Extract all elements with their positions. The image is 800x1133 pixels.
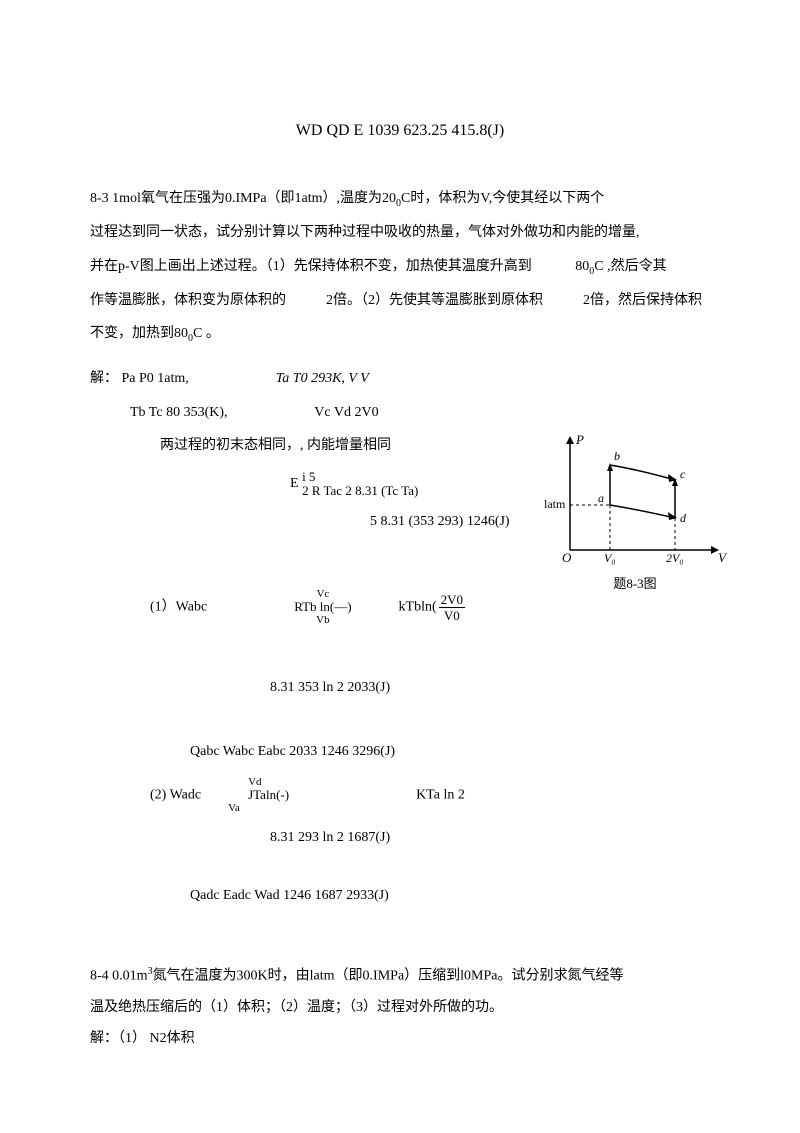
text: 氮气在温度为300K时，由latm（即0.IMPa）压缩到l0MPa。试分别求氮… [153, 969, 624, 984]
q-abc: Qabc Wabc Eabc 2033 1246 3296(J) [190, 742, 710, 762]
text: (1）Wabc [150, 599, 207, 614]
text: 2 R Tac 2 8.31 (Tc Ta) [302, 484, 418, 498]
text: C时，体积为V,今使其经以下两个 [401, 191, 604, 206]
problem-8-3: 8-3 1mol氧气在压强为0.IMPa（即1atm）,温度为200C时，体积为… [90, 182, 710, 351]
text: Ta T0 293K, V V [276, 371, 369, 386]
text: Tb Tc 80 353(K), [130, 405, 228, 420]
label-b: b [614, 449, 620, 463]
text: KTa ln 2 [416, 787, 465, 802]
text: RTb ln(—) [294, 600, 351, 614]
diagram-caption: 题8-3图 [540, 575, 730, 593]
label-p: P [575, 432, 584, 447]
equation-top: WD QD E 1039 623.25 415.8(J) [90, 120, 710, 142]
w-adc-calc: 8.31 293 ln 2 1687(J) [270, 828, 710, 848]
text: kTbln( [399, 599, 437, 614]
text: (2) Wadc [150, 787, 201, 802]
text: 并在p-V图上画出上述过程。（1）先保持体积不变，加热使其温度升高到 [90, 259, 532, 274]
problem-8-4: 8-4 0.01m3氮气在温度为300K时，由latm（即0.IMPa）压缩到l… [90, 961, 710, 1054]
document-page: WD QD E 1039 623.25 415.8(J) 8-3 1mol氧气在… [0, 0, 800, 1133]
text: Vb [294, 614, 351, 626]
label-2v0: 2V₀ [666, 551, 684, 565]
text: 8-3 1mol氧气在压强为0.IMPa（即1atm）,温度为20 [90, 191, 396, 206]
label-d: d [680, 511, 687, 525]
text: 解：（1） N2体积 [90, 1031, 195, 1046]
w-abc-calc: 8.31 353 ln 2 2033(J) [270, 678, 710, 698]
text: 8-4 0.01m [90, 969, 148, 984]
label-v: V [718, 550, 728, 565]
text: 2倍。（2）先使其等温膨胀到原体积 [326, 293, 543, 308]
label-latm: latm [544, 497, 566, 511]
text: 80 [575, 259, 589, 274]
text: 2倍，然后保持体积 [583, 293, 702, 308]
w-abc-line: (1）Wabc Vc RTb ln(—) Vb kTbln(2V0V0 [150, 588, 710, 626]
solution-line-2: Tb Tc 80 353(K), Vc Vd 2V0 [130, 403, 710, 423]
label-a: a [598, 491, 604, 505]
text: Vc Vd 2V0 [314, 405, 378, 420]
pv-diagram: P V O latm a b c d V₀ 2V₀ 题8-3图 [540, 430, 730, 593]
text: Vd [248, 776, 289, 788]
text: 解： Pa P0 1atm, [90, 371, 189, 386]
text: 过程达到同一状态，试分别计算以下两种过程中吸收的热量，气体对外做功和内能的增量, [90, 225, 640, 240]
text: Va [228, 802, 289, 814]
w-adc-line: (2) Wadc Vd JTaln(-) Va KTa ln 2 [150, 776, 710, 814]
text: i 5 [302, 470, 418, 484]
text: C 。 [193, 326, 220, 341]
text: C ,然后令其 [594, 259, 666, 274]
label-c: c [680, 467, 686, 481]
text: E [290, 477, 299, 492]
fraction: 2V0V0 [439, 593, 465, 622]
text: 温及绝热压缩后的（1）体积；（2）温度；（3）过程对外所做的功。 [90, 1000, 503, 1015]
label-o: O [562, 550, 572, 565]
text: JTaln(-) [248, 788, 289, 802]
q-adc: Qadc Eadc Wad 1246 1687 2933(J) [190, 886, 710, 906]
text: 作等温膨胀，体积变为原体积的 [90, 293, 286, 308]
pv-diagram-svg: P V O latm a b c d V₀ 2V₀ [540, 430, 730, 570]
label-v0: V₀ [604, 551, 616, 565]
solution-line-1: 解： Pa P0 1atm, Ta T0 293K, V V [90, 369, 710, 389]
text: 不变，加热到80 [90, 326, 188, 341]
